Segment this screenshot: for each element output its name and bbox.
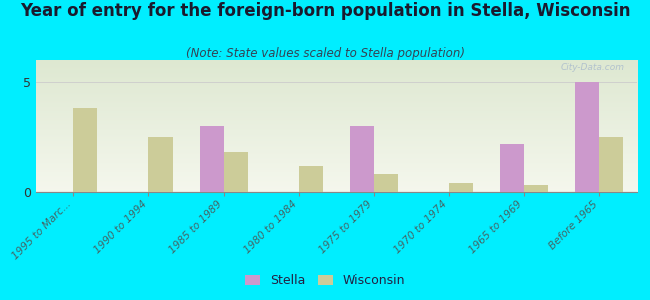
Bar [449, 183, 473, 192]
Text: City-Data.com: City-Data.com [561, 63, 625, 72]
Bar [374, 174, 398, 192]
Bar [350, 126, 374, 192]
Bar [148, 137, 172, 192]
Bar [500, 144, 525, 192]
Bar [575, 82, 599, 192]
Bar [224, 152, 248, 192]
Legend: Stella, Wisconsin: Stella, Wisconsin [240, 269, 410, 292]
Bar [200, 126, 224, 192]
Text: (Note: State values scaled to Stella population): (Note: State values scaled to Stella pop… [185, 46, 465, 59]
Bar [73, 108, 98, 192]
Bar [599, 137, 623, 192]
Bar [299, 166, 323, 192]
Text: Year of entry for the foreign-born population in Stella, Wisconsin: Year of entry for the foreign-born popul… [20, 2, 630, 20]
Bar [525, 185, 549, 192]
